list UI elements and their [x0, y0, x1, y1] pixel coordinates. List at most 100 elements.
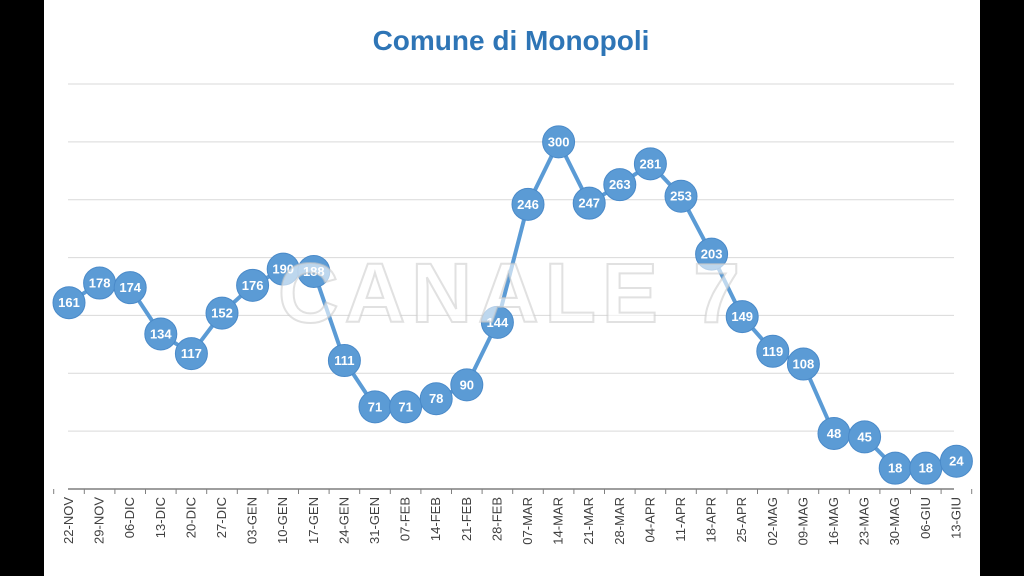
data-label: 18 — [919, 461, 933, 476]
data-point-marker — [144, 317, 178, 351]
data-point: 281 — [633, 147, 667, 181]
x-tick-label: 09-MAG — [795, 497, 810, 545]
data-label: 300 — [548, 134, 570, 149]
x-tick-label: 24-GEN — [336, 497, 351, 544]
x-tick-label: 10-GEN — [275, 497, 290, 544]
chart-frame: Comune di Monopoli 161 178 174 134 117 152 176… — [44, 0, 980, 576]
data-point-marker — [756, 334, 790, 368]
data-point-marker — [113, 271, 147, 305]
line-chart: Comune di Monopoli 161 178 174 134 117 152 176… — [52, 25, 973, 546]
data-point: 300 — [542, 125, 576, 159]
chart-title: Comune di Monopoli — [373, 25, 650, 56]
x-tick-label: 25-APR — [734, 497, 749, 543]
data-point-marker — [511, 187, 545, 221]
data-label: 176 — [242, 278, 264, 293]
data-point: 134 — [144, 317, 178, 351]
data-label: 253 — [670, 189, 692, 204]
data-label: 71 — [398, 399, 412, 414]
data-points: 161 178 174 134 117 152 176 190 188 111 71 71 78 90 14… — [52, 125, 973, 485]
x-tick-label: 07-FEB — [398, 497, 413, 541]
data-point: 178 — [83, 266, 117, 300]
data-label: 247 — [578, 196, 600, 211]
data-point-marker — [633, 147, 667, 181]
data-label: 161 — [58, 295, 80, 310]
data-point-marker — [236, 268, 270, 302]
data-point-marker — [205, 296, 239, 330]
data-point-marker — [52, 286, 86, 320]
x-tick-label: 23-MAG — [857, 497, 872, 545]
x-tick-label: 14-MAR — [551, 497, 566, 545]
data-label: 117 — [181, 346, 202, 361]
x-tick-label: 16-MAG — [826, 497, 841, 545]
watermark-text: CANALE 7 — [278, 246, 746, 340]
x-tick-label: 06-GIU — [918, 497, 933, 539]
data-point: 71 — [389, 390, 423, 424]
data-point-marker — [419, 382, 453, 416]
x-tick-label: 17-GEN — [306, 497, 321, 544]
data-point-marker — [664, 179, 698, 213]
x-tick-label: 28-MAR — [612, 497, 627, 545]
data-label: 111 — [334, 353, 354, 368]
data-label: 203 — [701, 247, 723, 262]
data-point: 108 — [786, 347, 820, 381]
data-label: 78 — [429, 391, 443, 406]
data-label: 134 — [150, 326, 172, 341]
x-tick-label: 14-FEB — [428, 497, 443, 541]
x-tick-label: 20-DIC — [183, 497, 198, 538]
x-tick-label: 18-APR — [704, 497, 719, 543]
data-label: 152 — [211, 306, 233, 321]
x-tick-label: 29-NOV — [92, 497, 107, 544]
x-tick-label: 21-FEB — [459, 497, 474, 541]
data-label: 90 — [460, 377, 474, 392]
data-point: 45 — [848, 420, 882, 454]
data-point: 176 — [236, 268, 270, 302]
x-tick-labels: 22-NOV 29-NOV 06-DIC 13-DIC 20-DIC 27-DIC 03-G… — [61, 497, 963, 546]
data-point-marker — [695, 237, 729, 271]
data-point-marker — [389, 390, 423, 424]
x-tick-label: 27-DIC — [214, 497, 229, 538]
data-label: 144 — [487, 315, 509, 330]
data-point: 203 — [695, 237, 729, 271]
data-point: 149 — [725, 300, 759, 334]
data-point: 174 — [113, 271, 147, 305]
data-point: 144 — [480, 305, 514, 339]
data-label: 263 — [609, 177, 631, 192]
data-point-marker — [542, 125, 576, 159]
data-point-marker — [725, 300, 759, 334]
x-tick-label: 28-FEB — [489, 497, 504, 541]
data-label: 24 — [949, 454, 964, 469]
data-label: 149 — [731, 309, 753, 324]
x-tick-label: 04-APR — [642, 497, 657, 543]
data-point: 247 — [572, 186, 606, 220]
data-label: 174 — [119, 280, 141, 295]
data-point: 90 — [450, 368, 484, 402]
data-label: 190 — [272, 262, 294, 277]
data-point: 117 — [174, 337, 208, 371]
data-point: 190 — [266, 252, 300, 286]
data-point-marker — [297, 254, 331, 288]
data-label: 71 — [368, 399, 382, 414]
data-point: 111 — [327, 344, 361, 378]
data-label: 18 — [888, 461, 902, 476]
x-tick-label: 21-MAR — [581, 497, 596, 545]
data-label: 188 — [303, 264, 325, 279]
data-point-marker — [450, 368, 484, 402]
data-label: 108 — [793, 357, 815, 372]
data-point: 24 — [939, 444, 973, 478]
data-point: 152 — [205, 296, 239, 330]
x-tick-label: 30-MAG — [887, 497, 902, 545]
data-label: 48 — [827, 426, 841, 441]
data-point: 71 — [358, 390, 392, 424]
x-tick-label: 22-NOV — [61, 497, 76, 544]
x-tick-label: 13-DIC — [153, 497, 168, 538]
data-point: 188 — [297, 254, 331, 288]
data-point: 48 — [817, 416, 851, 450]
data-label: 281 — [640, 156, 662, 171]
data-point-marker — [327, 344, 361, 378]
data-point: 246 — [511, 187, 545, 221]
data-point: 18 — [878, 451, 912, 485]
x-axis — [53, 488, 973, 494]
data-point-marker — [603, 168, 637, 202]
x-tick-label: 13-GIU — [948, 497, 963, 539]
data-point: 78 — [419, 382, 453, 416]
